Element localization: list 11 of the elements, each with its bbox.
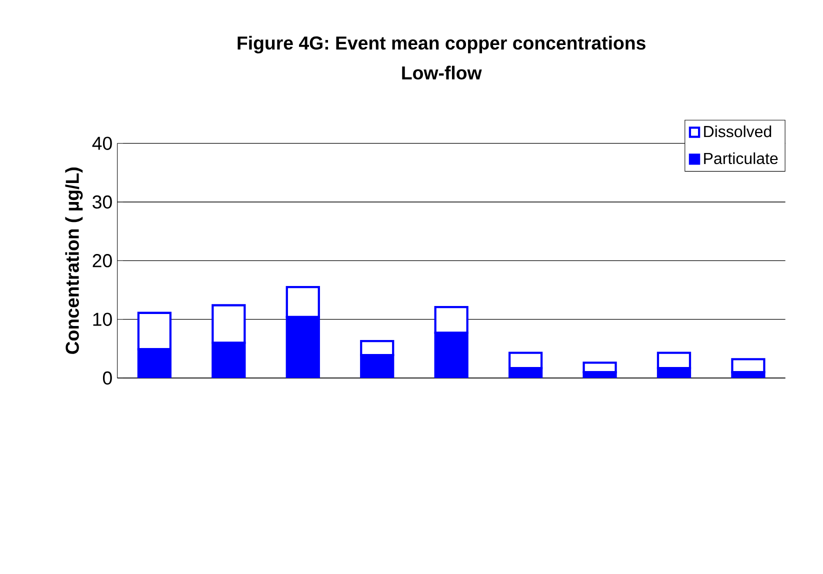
legend-label: Dissolved: [704, 125, 772, 138]
y-axis-title: Concentration ( µg/L): [65, 168, 83, 354]
y-tick-label: 10: [93, 312, 112, 326]
y-tick-label: 0: [102, 371, 112, 385]
y-tick-label: 30: [92, 195, 112, 209]
legend-label: Particulate: [704, 152, 778, 164]
y-tick-label: 40: [92, 136, 112, 150]
chart-subtitle: Low-flow: [402, 66, 482, 80]
bar: [508, 352, 543, 370]
chart-title: Figure 4G: Event mean copper concentrations: [238, 36, 646, 54]
y-tick-label: 20: [92, 254, 112, 268]
